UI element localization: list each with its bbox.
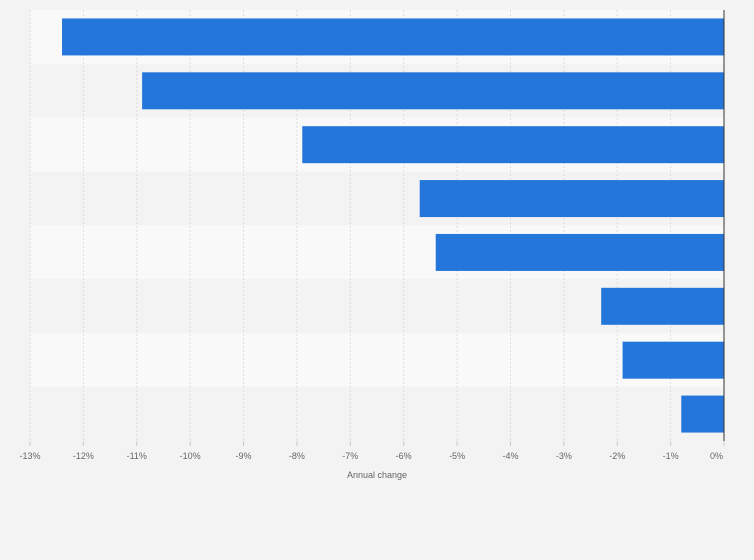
bar[interactable] bbox=[622, 341, 724, 379]
row-band bbox=[30, 333, 724, 388]
x-axis-ticks: -13% -12% -11% -10% -9% -8% -7% -6% -5% -4% -3% -2%… bbox=[19, 441, 725, 461]
x-tick-label: 0% bbox=[710, 451, 723, 461]
x-tick-label: -13% bbox=[19, 451, 40, 461]
x-tick-label: -3% bbox=[556, 451, 572, 461]
bar[interactable] bbox=[142, 72, 725, 110]
x-axis-title: Annual change bbox=[347, 470, 407, 480]
bar[interactable] bbox=[601, 287, 724, 325]
bar[interactable] bbox=[419, 180, 724, 218]
x-tick-label: -8% bbox=[289, 451, 305, 461]
bar[interactable] bbox=[681, 395, 724, 433]
x-tick-label: -7% bbox=[342, 451, 358, 461]
x-tick-label: -10% bbox=[180, 451, 201, 461]
row-band bbox=[30, 387, 724, 441]
bars bbox=[62, 18, 725, 433]
bar[interactable] bbox=[62, 18, 725, 56]
x-tick-label: -11% bbox=[127, 451, 147, 461]
x-tick-label: -1% bbox=[663, 451, 679, 461]
x-tick-label: -9% bbox=[236, 451, 252, 461]
bar[interactable] bbox=[302, 126, 724, 164]
bar[interactable] bbox=[435, 233, 724, 271]
x-tick-label: -4% bbox=[502, 451, 518, 461]
x-tick-label: -12% bbox=[73, 451, 94, 461]
x-tick-label: -2% bbox=[609, 451, 625, 461]
x-tick-label: -6% bbox=[396, 451, 412, 461]
x-tick-label: -5% bbox=[449, 451, 465, 461]
